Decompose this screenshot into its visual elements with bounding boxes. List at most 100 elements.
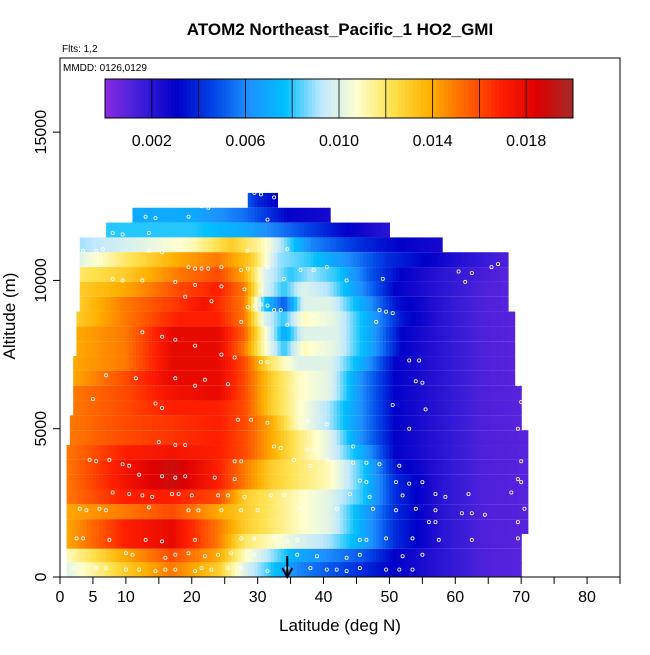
heatmap-cell — [369, 474, 374, 490]
heatmap-cell — [363, 562, 367, 577]
heatmap-cell — [198, 296, 203, 312]
heatmap-cell — [132, 504, 137, 520]
flight-track-point — [146, 248, 151, 253]
heatmap-cell — [343, 534, 348, 549]
flight-track-point — [239, 459, 244, 464]
heatmap-cell — [399, 430, 404, 446]
heatmap-cell — [280, 237, 285, 253]
flight-track-point — [258, 302, 263, 307]
heatmap-cell — [145, 356, 150, 371]
heatmap-cell — [316, 459, 321, 475]
heatmap-cell — [247, 548, 252, 564]
heatmap-cell — [277, 385, 282, 401]
heatmap-cell — [461, 519, 466, 534]
heatmap-cell — [320, 489, 325, 505]
heatmap-cell — [168, 489, 173, 505]
heatmap-cell — [99, 281, 104, 297]
heatmap-cell — [320, 400, 325, 416]
heatmap-cell — [326, 267, 331, 282]
heatmap-cell — [116, 415, 120, 431]
flight-track-point — [295, 537, 300, 542]
heatmap-cell — [89, 341, 94, 357]
heatmap-cell — [119, 474, 124, 490]
heatmap-cell — [204, 400, 209, 416]
heatmap-cell — [422, 252, 427, 268]
heatmap-cell — [484, 504, 489, 520]
heatmap-cell — [366, 237, 371, 253]
flight-track-point — [133, 376, 138, 381]
heatmap-cell — [303, 562, 308, 577]
flight-track-point — [482, 512, 487, 517]
heatmap-cell — [366, 415, 371, 431]
heatmap-cell — [287, 385, 292, 401]
heatmap-cell — [237, 489, 242, 505]
heatmap-cell — [290, 489, 295, 505]
heatmap-cell — [142, 489, 147, 505]
heatmap-cell — [185, 474, 190, 490]
heatmap-cell — [448, 548, 453, 564]
heatmap-cell — [185, 341, 190, 357]
heatmap-cell — [208, 326, 213, 342]
heatmap-cell — [297, 430, 302, 446]
heatmap-cell — [521, 504, 526, 520]
heatmap-cell — [155, 296, 160, 312]
heatmap-cell — [422, 237, 427, 253]
heatmap-cell — [241, 430, 246, 446]
heatmap-cell — [412, 548, 417, 564]
heatmap-cell — [422, 311, 427, 327]
heatmap-cell — [389, 474, 394, 490]
heatmap-cell — [178, 459, 183, 475]
heatmap-cell — [188, 489, 193, 505]
heatmap-cell — [435, 385, 440, 401]
heatmap-cell — [369, 415, 374, 431]
heatmap-cell — [481, 267, 486, 282]
heatmap-cell — [260, 370, 265, 386]
colorbar-segment — [284, 79, 289, 118]
colorbar-segment — [561, 79, 566, 118]
heatmap-cell — [326, 385, 331, 401]
heatmap-cell — [231, 519, 236, 534]
heatmap-cell — [366, 252, 371, 268]
heatmap-cell — [178, 385, 183, 401]
heatmap-cell — [303, 341, 308, 357]
heatmap-cell — [92, 267, 97, 282]
colorbar-segment — [276, 79, 281, 118]
heatmap-cell — [214, 459, 219, 475]
heatmap-cell — [382, 296, 387, 312]
heatmap-cell — [66, 474, 71, 490]
heatmap-cell — [139, 459, 143, 475]
heatmap-cell — [494, 459, 499, 475]
heatmap-cell — [323, 222, 328, 238]
heatmap-cell — [168, 519, 173, 534]
heatmap-cell — [254, 385, 259, 401]
heatmap-cell — [432, 356, 437, 371]
heatmap-cell — [379, 489, 384, 505]
heatmap-cell — [96, 311, 101, 327]
heatmap-cell — [129, 267, 134, 282]
colorbar-segment — [179, 79, 184, 118]
heatmap-cell — [284, 519, 288, 534]
heatmap-cell — [379, 341, 384, 357]
heatmap-cell — [484, 400, 489, 416]
flight-track-point — [305, 447, 310, 452]
heatmap-cell — [168, 370, 173, 386]
heatmap-cell — [376, 326, 381, 342]
heatmap-cell — [92, 385, 97, 401]
heatmap-cell — [175, 237, 180, 253]
heatmap-cell — [214, 430, 219, 446]
heatmap-cell — [280, 400, 285, 416]
heatmap-cell — [402, 326, 407, 342]
heatmap-cell — [172, 534, 176, 549]
heatmap-cell — [428, 311, 433, 327]
colorbar-segment — [144, 79, 149, 118]
heatmap-cell — [172, 459, 176, 475]
heatmap-cell — [452, 385, 456, 401]
heatmap-cell — [340, 341, 344, 357]
flight-track-point — [311, 267, 316, 272]
heatmap-cell — [501, 296, 506, 312]
heatmap-cell — [455, 356, 460, 371]
heatmap-cell — [419, 311, 423, 327]
flight-track-point — [407, 426, 412, 431]
heatmap-cell — [168, 548, 173, 564]
heatmap-cell — [211, 356, 216, 371]
